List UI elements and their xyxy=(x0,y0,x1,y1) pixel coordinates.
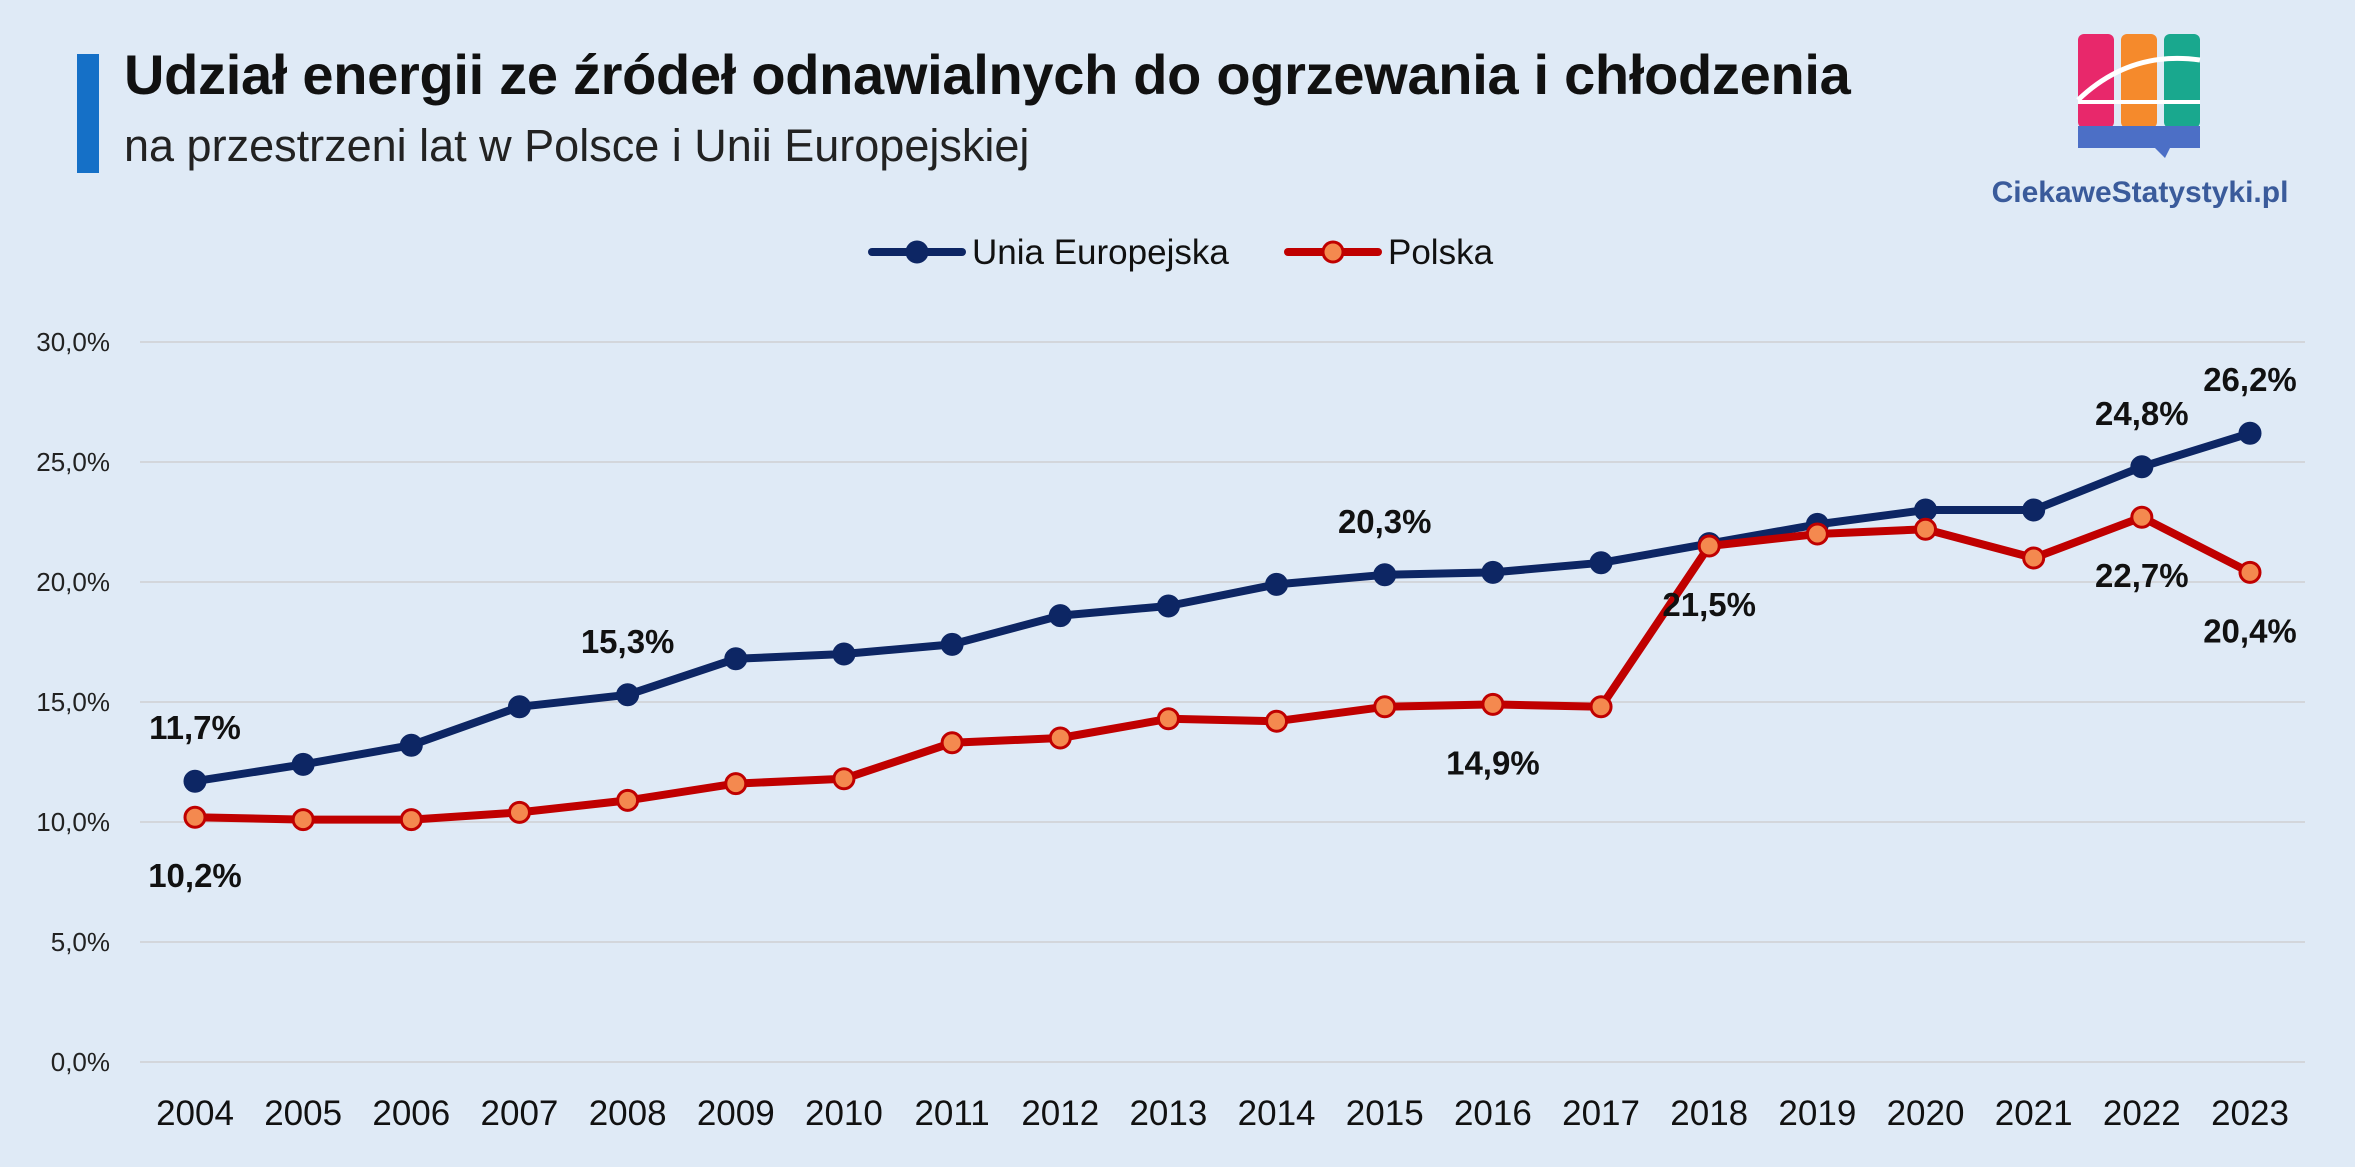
data-point xyxy=(832,767,856,791)
data-label: 10,2% xyxy=(148,857,242,894)
logo-curve xyxy=(2076,55,2201,102)
data-point xyxy=(507,695,531,719)
data-point xyxy=(1481,692,1505,716)
y-tick-label: 0,0% xyxy=(51,1047,110,1077)
data-point xyxy=(1373,563,1397,587)
x-tick-label: 2010 xyxy=(805,1094,883,1133)
x-tick-label: 2023 xyxy=(2211,1094,2289,1133)
y-tick-label: 30,0% xyxy=(36,327,110,357)
x-tick-label: 2022 xyxy=(2103,1094,2181,1133)
y-tick-label: 20,0% xyxy=(36,567,110,597)
data-point xyxy=(1481,560,1505,584)
data-label: 11,7% xyxy=(149,709,241,746)
x-tick-label: 2009 xyxy=(697,1094,775,1133)
x-tick-label: 2016 xyxy=(1454,1094,1532,1133)
y-tick-label: 15,0% xyxy=(36,687,110,717)
x-tick-label: 2017 xyxy=(1562,1094,1640,1133)
data-point xyxy=(1265,572,1289,596)
x-tick-label: 2011 xyxy=(914,1094,989,1133)
legend-marker xyxy=(1321,240,1345,264)
data-point xyxy=(183,769,207,793)
data-point xyxy=(1914,517,1938,541)
x-tick-label: 2012 xyxy=(1021,1094,1099,1133)
data-point xyxy=(399,808,423,832)
page-title: Udział energii ze źródeł odnawialnych do… xyxy=(124,43,1851,106)
x-tick-label: 2006 xyxy=(372,1094,450,1133)
x-tick-label: 2007 xyxy=(481,1094,559,1133)
data-point xyxy=(616,788,640,812)
data-point xyxy=(1156,594,1180,618)
data-label: 24,8% xyxy=(2095,395,2189,432)
y-tick-label: 5,0% xyxy=(51,927,110,957)
data-point xyxy=(291,808,315,832)
data-point xyxy=(1805,522,1829,546)
logo-base xyxy=(2078,126,2200,158)
x-tick-label: 2004 xyxy=(156,1094,234,1133)
data-point xyxy=(940,632,964,656)
logo-bar-pink xyxy=(2078,34,2114,128)
y-tick-label: 10,0% xyxy=(36,807,110,837)
data-point xyxy=(2130,505,2154,529)
data-point xyxy=(1265,709,1289,733)
data-point xyxy=(1048,726,1072,750)
data-point xyxy=(183,805,207,829)
data-label: 22,7% xyxy=(2095,557,2189,594)
data-point xyxy=(1373,695,1397,719)
data-point xyxy=(1697,534,1721,558)
data-point xyxy=(940,731,964,755)
data-label: 21,5% xyxy=(1662,586,1756,623)
logo-bar-orange xyxy=(2121,34,2157,128)
x-tick-label: 2013 xyxy=(1129,1094,1207,1133)
data-point xyxy=(2238,560,2262,584)
chart-logo-icon xyxy=(2076,34,2201,158)
legend-label: Polska xyxy=(1388,233,1494,272)
data-point xyxy=(832,642,856,666)
data-label: 15,3% xyxy=(581,623,675,660)
data-point xyxy=(1156,707,1180,731)
data-label: 20,3% xyxy=(1338,503,1432,540)
data-point xyxy=(2130,455,2154,479)
data-point xyxy=(724,647,748,671)
data-point xyxy=(399,733,423,757)
data-point xyxy=(291,752,315,776)
data-point xyxy=(1589,551,1613,575)
data-label: 14,9% xyxy=(1446,744,1540,781)
x-tick-label: 2015 xyxy=(1346,1094,1424,1133)
title-accent-bar xyxy=(77,54,99,173)
data-point xyxy=(1914,498,1938,522)
x-tick-label: 2018 xyxy=(1670,1094,1748,1133)
legend-label: Unia Europejska xyxy=(972,233,1229,272)
logo-text: CiekaweStatystyki.pl xyxy=(1991,176,2289,209)
data-point xyxy=(616,683,640,707)
y-tick-label: 25,0% xyxy=(36,447,110,477)
data-point xyxy=(2022,546,2046,570)
data-label: 20,4% xyxy=(2203,612,2297,649)
series-line-pl xyxy=(191,513,2254,824)
page-subtitle: na przestrzeni lat w Polsce i Unii Europ… xyxy=(124,120,1030,171)
x-tick-label: 2005 xyxy=(264,1094,342,1133)
data-point xyxy=(1589,695,1613,719)
data-point xyxy=(2022,498,2046,522)
data-point xyxy=(1048,604,1072,628)
x-tick-label: 2020 xyxy=(1887,1094,1965,1133)
series-line-ue xyxy=(191,429,2254,786)
data-label: 26,2% xyxy=(2203,361,2297,398)
data-point xyxy=(724,772,748,796)
x-tick-label: 2021 xyxy=(1995,1094,2073,1133)
legend-marker xyxy=(905,240,929,264)
x-tick-label: 2019 xyxy=(1778,1094,1856,1133)
data-point xyxy=(2238,421,2262,445)
data-point xyxy=(507,800,531,824)
x-tick-label: 2014 xyxy=(1238,1094,1316,1133)
x-tick-label: 2008 xyxy=(589,1094,667,1133)
